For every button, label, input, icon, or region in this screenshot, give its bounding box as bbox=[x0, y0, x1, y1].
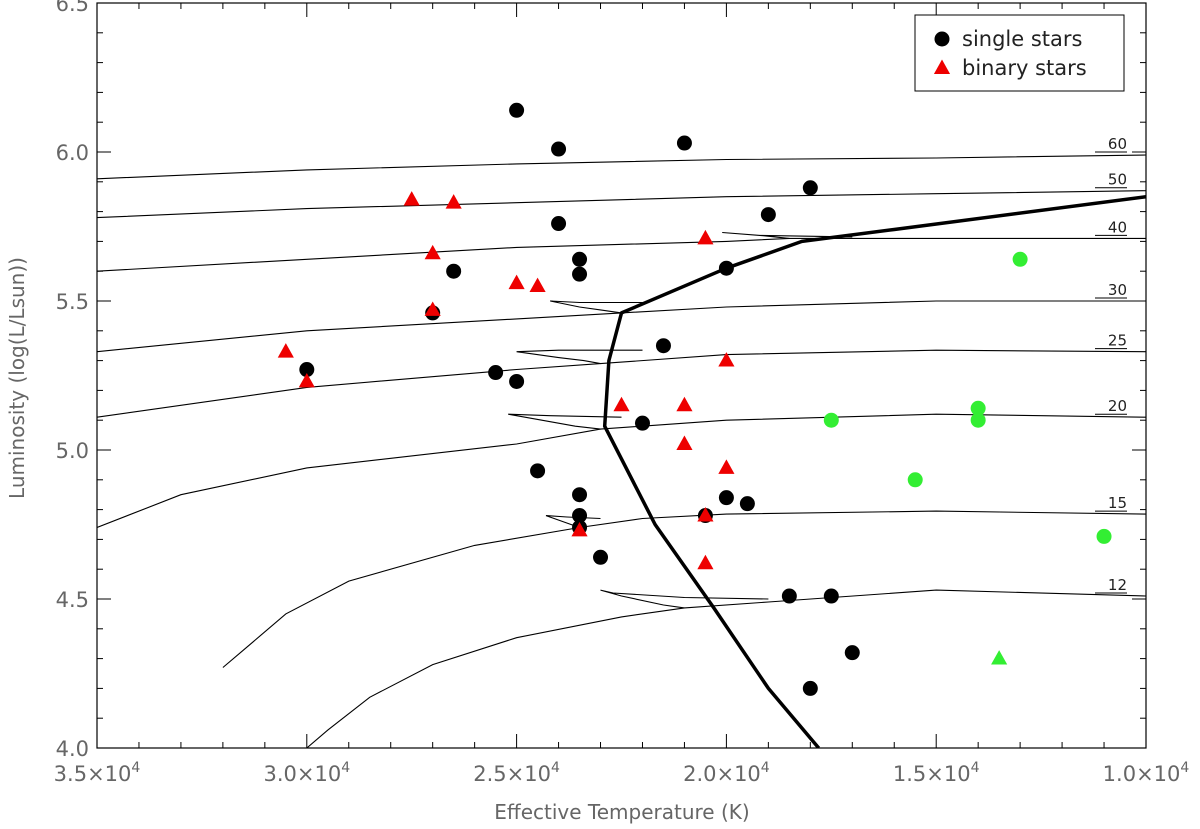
x-tick-label: 3.5×104 bbox=[54, 760, 141, 786]
track-label-25: 25 bbox=[1108, 332, 1127, 350]
y-tick-label: 5.0 bbox=[56, 439, 89, 463]
y-tick-label: 5.5 bbox=[56, 290, 89, 314]
single-star-point bbox=[634, 415, 650, 431]
single-star-point bbox=[299, 362, 315, 378]
x-tick-label: 3.0×104 bbox=[263, 760, 350, 786]
track-label-60: 60 bbox=[1108, 135, 1127, 153]
track-hook-12 bbox=[600, 589, 769, 609]
single-star-point bbox=[718, 490, 734, 506]
highlight-star-point bbox=[970, 412, 986, 428]
track-20 bbox=[97, 413, 1146, 529]
star-points bbox=[277, 102, 1112, 696]
single-star-point bbox=[802, 680, 818, 696]
binary-star-point bbox=[424, 244, 441, 260]
binary-star-point bbox=[403, 191, 420, 206]
single-star-point bbox=[593, 549, 609, 565]
track-hook-30 bbox=[550, 300, 643, 314]
single-star-point bbox=[802, 180, 818, 196]
track-hook-20 bbox=[508, 413, 622, 430]
binary-star-point bbox=[424, 301, 441, 316]
legend: single stars binary stars bbox=[914, 14, 1125, 92]
y-axis-title: Luminosity (log(L/Lsun)) bbox=[5, 257, 29, 499]
single-star-point bbox=[572, 508, 588, 524]
track-label-20: 20 bbox=[1108, 397, 1127, 415]
y-tick-label: 6.0 bbox=[56, 141, 89, 165]
binary-star-point bbox=[298, 372, 315, 388]
boundary-line-group bbox=[602, 194, 1146, 748]
legend-label: single stars bbox=[962, 27, 1082, 51]
single-star-point bbox=[509, 102, 525, 118]
single-star-point bbox=[844, 645, 860, 661]
single-star-point bbox=[572, 251, 588, 267]
single-star-point bbox=[655, 338, 671, 354]
y-tick-label: 6.5 bbox=[56, 0, 89, 16]
binary-star-point bbox=[277, 343, 294, 358]
single-star-point bbox=[509, 373, 525, 389]
highlight-star-point bbox=[823, 412, 839, 428]
x-tick-label: 2.5×104 bbox=[473, 760, 560, 786]
x-tick-label: 1.0×104 bbox=[1103, 760, 1190, 786]
legend-marker-binary bbox=[933, 59, 951, 74]
track-label-50: 50 bbox=[1108, 171, 1127, 189]
highlight-star-point bbox=[970, 400, 986, 416]
binary-star-point bbox=[676, 396, 693, 412]
track-label-30: 30 bbox=[1108, 281, 1127, 299]
binary-star-point bbox=[571, 521, 588, 537]
x-tick-label: 1.5×104 bbox=[893, 760, 980, 786]
binary-star-point bbox=[508, 274, 525, 290]
track-60 bbox=[97, 154, 1146, 180]
track-15 bbox=[222, 510, 1146, 668]
track-30 bbox=[97, 300, 1146, 353]
legend-marker-single bbox=[934, 31, 950, 47]
single-star-point bbox=[530, 463, 546, 479]
x-tick-label: 2.0×104 bbox=[683, 760, 770, 786]
highlight-binary-point bbox=[991, 650, 1008, 665]
binary-star-point bbox=[697, 507, 714, 522]
x-axis-title: Effective Temperature (K) bbox=[494, 800, 749, 824]
boundary-line bbox=[602, 194, 1146, 748]
track-50 bbox=[97, 190, 1146, 219]
plot-frame: 60 50 40 30 25 20 15 12 3.5×104 3.0×104 2.5×104 2.0… bbox=[54, 0, 1190, 786]
highlight-star-point bbox=[907, 472, 923, 488]
binary-star-point bbox=[613, 396, 630, 412]
y-tick-label: 4.0 bbox=[56, 737, 89, 761]
binary-star-point bbox=[676, 435, 693, 450]
single-star-point bbox=[760, 207, 776, 223]
single-star-point bbox=[718, 260, 734, 276]
single-star-point bbox=[488, 365, 504, 381]
binary-star-point bbox=[718, 459, 735, 474]
highlight-star-point bbox=[1012, 251, 1028, 267]
y-tick-label: 4.5 bbox=[56, 588, 89, 612]
binary-star-point bbox=[718, 352, 735, 367]
highlight-star-point bbox=[1096, 528, 1112, 544]
binary-star-point bbox=[697, 229, 714, 245]
track-label-15: 15 bbox=[1108, 494, 1127, 512]
plot-border bbox=[96, 2, 1147, 749]
track-40 bbox=[97, 237, 1146, 272]
track-hook-40 bbox=[722, 231, 853, 239]
single-star-point bbox=[572, 487, 588, 503]
binary-star-point bbox=[697, 554, 714, 570]
legend-label: binary stars bbox=[962, 56, 1087, 80]
single-star-point bbox=[823, 588, 839, 604]
track-label-12: 12 bbox=[1108, 576, 1127, 594]
single-star-point bbox=[551, 141, 567, 157]
single-star-point bbox=[551, 216, 567, 232]
track-hook-25 bbox=[516, 349, 643, 365]
track-12 bbox=[306, 589, 1146, 748]
legend-box bbox=[914, 14, 1125, 92]
single-star-point bbox=[572, 266, 588, 282]
single-star-point bbox=[739, 496, 755, 512]
single-star-point bbox=[676, 135, 692, 151]
binary-star-point bbox=[445, 194, 462, 209]
evolutionary-tracks bbox=[97, 154, 1146, 748]
single-star-point bbox=[446, 263, 462, 279]
track-label-40: 40 bbox=[1108, 218, 1127, 236]
single-star-point bbox=[781, 588, 797, 604]
binary-star-point bbox=[529, 277, 546, 293]
